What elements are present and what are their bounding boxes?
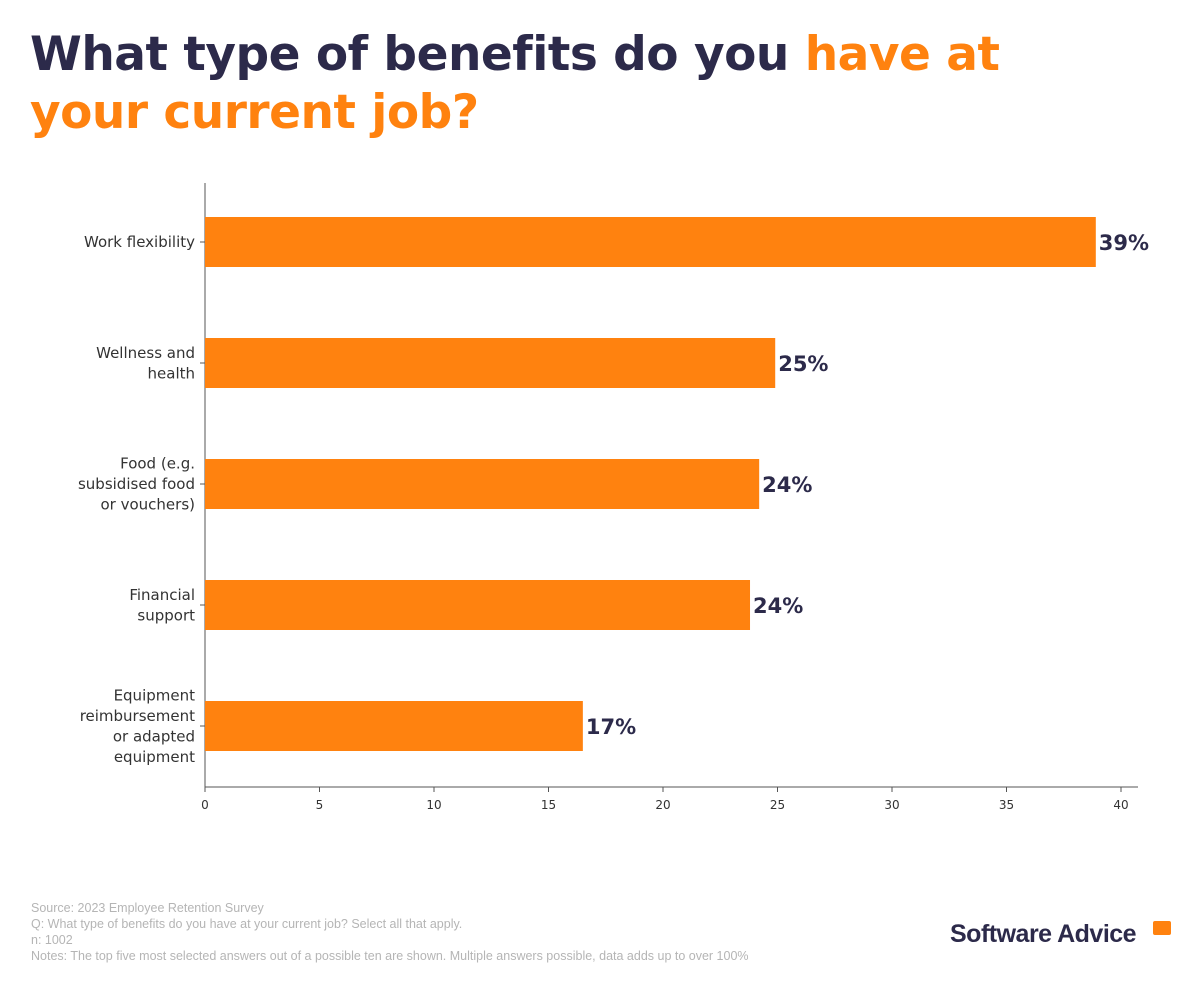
bar xyxy=(205,580,751,630)
x-tick-label: 35 xyxy=(999,798,1014,812)
category-label: support xyxy=(137,606,195,624)
x-tick-label: 0 xyxy=(201,798,209,812)
bar xyxy=(205,701,583,751)
category-label: Wellness and xyxy=(96,344,195,362)
category-label: Food (e.g. xyxy=(120,455,195,473)
data-label: 17% xyxy=(586,715,636,739)
x-tick-label: 15 xyxy=(541,798,556,812)
title-part-1: What type of benefits do you xyxy=(30,27,805,82)
bar xyxy=(205,217,1096,267)
category-label: equipment xyxy=(114,748,195,766)
question-text: Q: What type of benefits do you have at … xyxy=(31,917,463,931)
x-tick-label: 40 xyxy=(1113,798,1128,812)
speech-bubble-logo-icon xyxy=(1153,921,1171,935)
x-tick-label: 25 xyxy=(770,798,785,812)
x-tick-label: 10 xyxy=(426,798,441,812)
data-label: 25% xyxy=(778,352,828,376)
category-label: or adapted xyxy=(113,727,195,745)
category-label: Equipment xyxy=(114,686,196,704)
category-label: or vouchers) xyxy=(101,496,196,514)
software-advice-logo: Software Advice xyxy=(950,920,1137,948)
x-tick-label: 20 xyxy=(655,798,670,812)
title-part-2-highlight: have at your current job? xyxy=(30,27,1000,140)
category-label: health xyxy=(148,364,195,382)
source-text: Source: 2023 Employee Retention Survey xyxy=(31,901,264,915)
footer-notes: Source: 2023 Employee Retention Survey Q… xyxy=(31,900,749,964)
x-tick-label: 5 xyxy=(316,798,324,812)
bar-chart: 0 5 10 15 20 25 30 35 40 39% Work flexibility 25% We… xyxy=(78,183,1149,812)
sample-size-text: n: 1002 xyxy=(31,933,73,947)
category-label: Work flexibility xyxy=(84,233,195,251)
bar xyxy=(205,459,760,509)
chart-title: What type of benefits do you have at you… xyxy=(30,26,1130,142)
category-label: Financial xyxy=(129,586,195,604)
data-label: 24% xyxy=(762,473,812,497)
x-tick-label: 30 xyxy=(884,798,899,812)
bar xyxy=(205,338,776,388)
category-label: reimbursement xyxy=(80,707,195,725)
data-label: 39% xyxy=(1099,231,1149,255)
data-label: 24% xyxy=(753,594,803,618)
notes-text: Notes: The top five most selected answer… xyxy=(31,949,749,963)
category-label: subsidised food xyxy=(78,475,195,493)
